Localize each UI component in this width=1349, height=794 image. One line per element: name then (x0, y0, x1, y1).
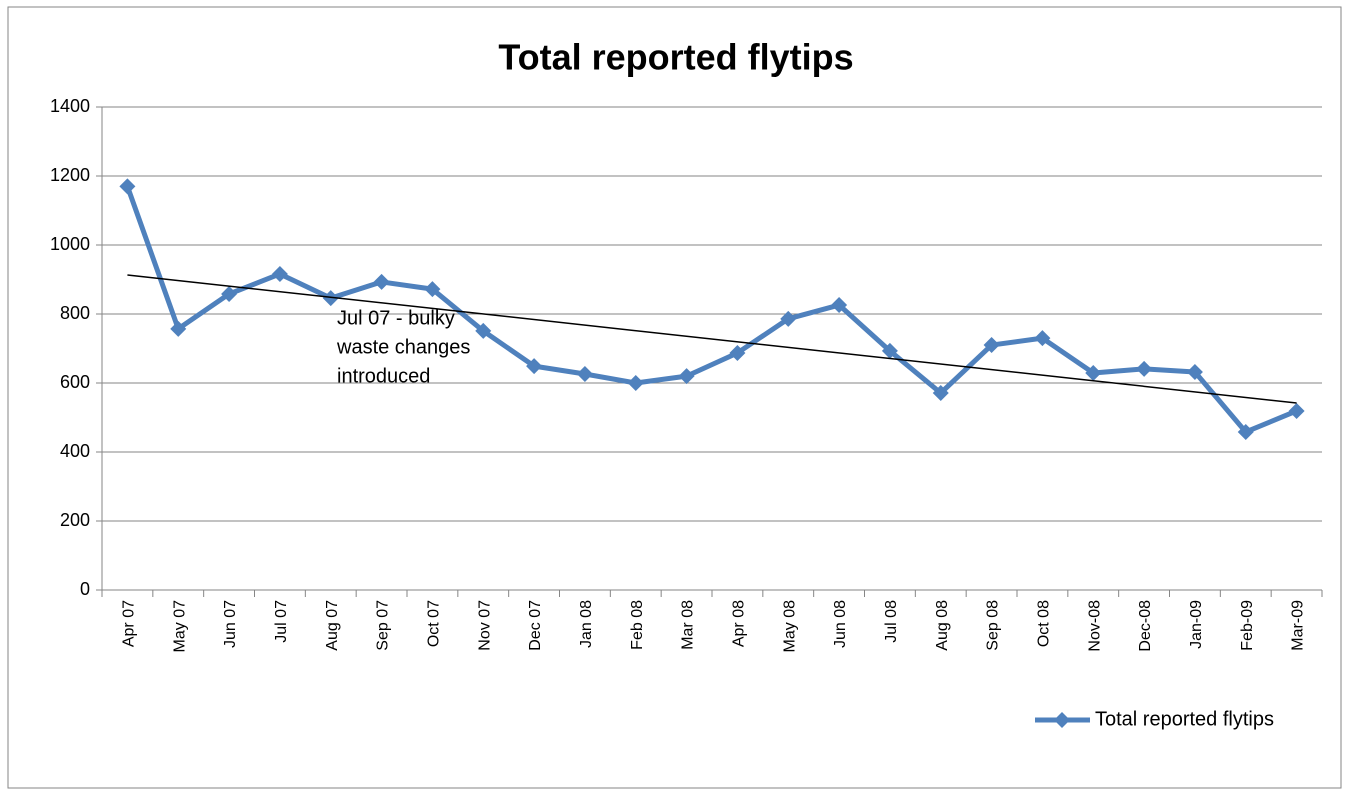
x-tick-label: Jun 07 (222, 600, 239, 648)
data-marker (322, 290, 339, 307)
data-marker (1288, 402, 1305, 419)
y-tick-label: 600 (60, 372, 90, 392)
x-tick-label: Jan-09 (1188, 600, 1205, 649)
x-tick-label: Jan 08 (578, 600, 595, 648)
series-line (125, 185, 1298, 435)
x-tick-label: Sep 08 (985, 600, 1002, 651)
trendline (127, 274, 1297, 404)
x-tick-label: Jun 08 (832, 600, 849, 648)
data-marker (475, 322, 492, 339)
data-marker (221, 285, 238, 302)
annotation: Jul 07 - bulky (337, 307, 455, 329)
annotation: waste changes (336, 336, 470, 358)
data-marker (780, 310, 797, 327)
x-tick-label: Apr 07 (120, 600, 137, 647)
chart-border (7, 6, 1342, 789)
x-tick-label: Nov-08 (1086, 600, 1103, 652)
data-marker (1085, 364, 1102, 381)
y-tick-label: 1000 (50, 234, 90, 254)
x-tick-label: Jul 07 (273, 600, 290, 643)
legend-marker (1054, 712, 1070, 728)
y-tick-label: 200 (60, 510, 90, 530)
x-tick-label: May 07 (171, 600, 188, 653)
data-marker (526, 358, 543, 375)
legend-label: Total reported flytips (1095, 708, 1274, 730)
y-tick-label: 400 (60, 441, 90, 461)
data-marker (881, 342, 898, 359)
data-marker (1186, 363, 1203, 380)
data-marker (932, 385, 949, 402)
chart-title: Total reported flytips (498, 37, 853, 78)
data-marker (627, 375, 644, 391)
y-tick-label: 0 (80, 579, 90, 599)
x-tick-label: Aug 07 (324, 600, 341, 651)
y-tick-label: 1400 (50, 96, 90, 116)
x-tick-label: Dec-08 (1137, 600, 1154, 652)
data-marker (1034, 330, 1051, 347)
x-tick-label: Dec 07 (527, 600, 544, 651)
data-marker (373, 273, 390, 290)
data-marker (576, 366, 593, 383)
x-tick-label: Sep 07 (375, 600, 392, 651)
data-marker (170, 320, 187, 337)
data-marker (831, 297, 848, 314)
x-tick-label: May 08 (781, 600, 798, 653)
x-tick-label: Apr 08 (730, 600, 747, 647)
data-marker (424, 281, 441, 298)
x-tick-label: Feb-09 (1239, 600, 1256, 651)
x-tick-label: Oct 07 (425, 600, 442, 647)
x-tick-label: Mar 08 (680, 600, 697, 650)
data-marker (729, 344, 746, 361)
data-marker (1237, 423, 1254, 440)
x-tick-label: Nov 07 (476, 600, 493, 651)
x-tick-label: Feb 08 (629, 600, 646, 650)
x-tick-label: Jul 08 (883, 600, 900, 643)
data-marker (271, 265, 288, 282)
data-marker (678, 368, 695, 385)
y-tick-label: 1200 (50, 165, 90, 185)
annotation: introduced (337, 365, 430, 387)
y-tick-label: 800 (60, 303, 90, 323)
data-marker (983, 337, 1000, 354)
x-tick-label: Aug 08 (934, 600, 951, 651)
data-marker (1136, 360, 1153, 377)
data-marker (119, 178, 136, 195)
x-tick-label: Mar-09 (1290, 600, 1307, 651)
x-tick-label: Oct 08 (1035, 600, 1052, 647)
